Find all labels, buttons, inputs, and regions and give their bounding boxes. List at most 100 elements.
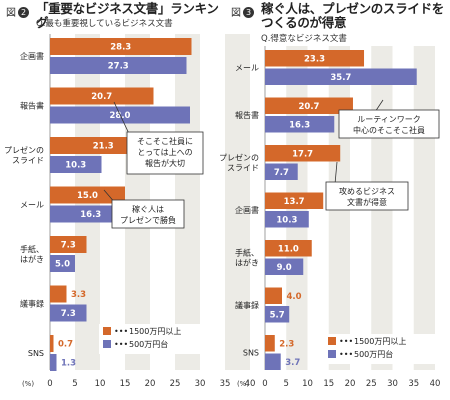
x-tick-label: 20 [145,379,156,389]
x-tick-label: 30 [195,379,206,389]
chart-title: 稼ぐ人は、プレゼンのスライドを つくるのが得意 [261,1,445,30]
bar [50,236,87,253]
data-label: 17.7 [292,149,313,159]
callout-box [111,199,185,229]
category-label: 手紙、 [235,248,259,258]
x-tick-label: 5 [284,379,289,389]
bar-chart-left: 0 5 10 15 20 25 30 35 40(%)企画書28.327.3報告書20.728.… [4,34,255,389]
bar [50,57,187,74]
bar [50,285,67,303]
bar [265,192,324,209]
callout-text: 文書が得意 [347,197,387,207]
x-tick-label: 15 [120,379,131,389]
bar [50,304,87,322]
data-label: 20.7 [91,92,112,102]
data-label: 5.7 [270,310,285,320]
data-label: 23.3 [304,54,325,64]
legend-dots: ••• [339,337,353,346]
chart-subtitle: Q.最も重要視しているビジネス文書 [36,19,173,29]
bar [50,354,57,371]
category-label: 企画書 [235,205,259,215]
legend-swatch [103,327,111,335]
data-label: 2.3 [279,339,294,349]
callout-text: そこそこ社員に [137,136,193,146]
callout-text: プレゼンで勝負 [120,215,176,225]
callout-text: 報告が大切 [145,158,185,168]
data-label: 4.0 [286,292,301,302]
legend-label: 500万円台 [354,349,393,359]
figure-number: 3 [243,7,254,18]
data-label: 3.7 [285,358,300,368]
x-tick-label: 35 [220,379,231,389]
category-label: SNS [28,349,44,358]
category-label: 報告書 [235,110,259,120]
x-tick-label: 0 [262,379,267,389]
category-label: プレゼンの [4,145,44,155]
bar [50,156,102,173]
callout-text: ルーティンワーク [357,115,421,124]
bar [50,205,132,223]
data-label: 10.3 [276,215,297,225]
data-label: 21.3 [93,142,114,152]
category-label: 議事録 [20,299,44,309]
category-label: スライド [12,156,44,165]
legend-background [99,324,211,354]
data-label: 5.0 [55,260,70,270]
callout-box [338,109,440,139]
data-label: 20.7 [298,102,319,112]
legend-dots: ••• [114,327,128,336]
bar [265,211,309,228]
legend-swatch [103,340,111,348]
bar [265,145,341,162]
category-label: 手紙、 [20,244,44,254]
callout-text: 稼ぐ人は [132,204,164,214]
grid-band [225,34,250,370]
bar [50,335,54,352]
data-label: 28.3 [110,43,131,53]
data-label: 0.7 [58,340,73,350]
x-tick-label: 20 [345,379,356,389]
x-tick-label: 35 [408,379,419,389]
bar [265,50,365,67]
callout-box [325,181,409,211]
bar [265,116,335,133]
category-label: はがき [235,258,259,268]
x-tick-label: 10 [95,379,106,389]
callout-box [126,131,204,175]
legend-label: 1500万円以上 [129,327,181,336]
chart-title: 「重要なビジネス文書」ランキング [36,1,219,30]
bar [265,68,417,85]
x-tick-label: 5 [72,379,77,389]
legend-swatch [328,350,336,358]
category-label: 報告書 [20,101,44,111]
bar [265,258,304,275]
x-tick-label: 25 [366,379,377,389]
data-label: 35.7 [330,73,351,83]
chart-subtitle: Q.得意なビジネス文書 [261,34,347,44]
x-tick-label: 30 [387,379,398,389]
bar [265,353,281,370]
category-label: 議事録 [235,300,259,310]
legend-background [324,334,436,364]
callout-text: 攻めるビジネス [339,186,395,196]
bar [50,38,192,55]
grid-band [413,46,435,370]
data-label: 1.3 [61,359,76,369]
x-axis-unit: (%) [237,380,249,388]
x-tick-label: 10 [302,379,313,389]
legend-label: 500万円台 [129,339,168,349]
bar [50,186,125,204]
category-label: はがき [20,254,44,264]
category-label: メール [235,64,259,73]
category-label: メール [20,201,44,210]
data-label: 16.3 [80,210,101,220]
category-label: SNS [243,349,259,358]
bar-chart-right: 0 5 10 15 20 25 30 35 40(%)メール23.335.7報告書20.716.… [219,46,440,389]
callout-pointer [334,161,338,185]
data-label: 9.0 [277,263,292,273]
data-label: 15.0 [77,191,98,201]
data-label: 7.3 [61,309,76,319]
category-label: 企画書 [20,51,44,61]
